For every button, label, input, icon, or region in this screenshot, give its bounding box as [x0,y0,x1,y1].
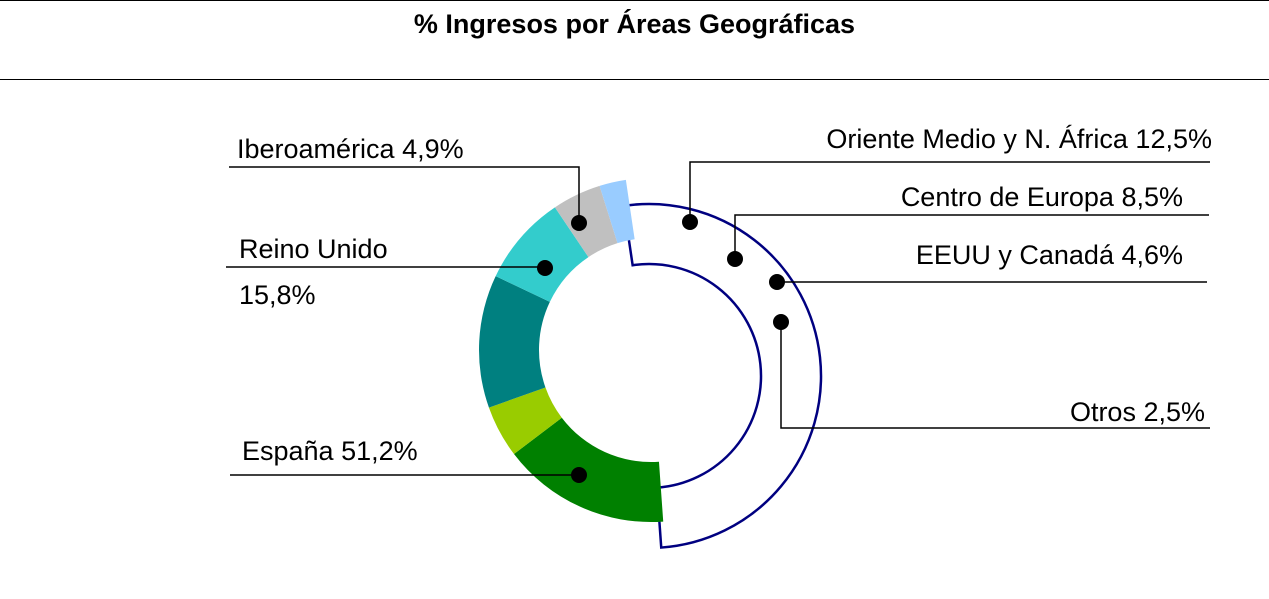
slice-label-1: Reino Unido [239,234,388,264]
slice-label-5: EEUU y Canadá 4,6% [916,240,1183,270]
slice-0 [622,202,823,549]
leader-dot-0 [571,467,587,483]
slice-3 [479,276,550,408]
title-bar: % Ingresos por Áreas Geográficas [0,0,1269,80]
leader-line-6 [780,322,1210,429]
slice-label-value-1: 15,8% [239,280,316,310]
slice-label-3: Oriente Medio y N. África 12,5% [826,124,1212,154]
slice-label-0: España 51,2% [242,436,418,466]
slice-label-6: Otros 2,5% [1070,397,1205,427]
slice-4 [495,207,589,302]
slice-1 [513,417,664,522]
slice-2 [488,387,562,454]
leader-dot-2 [571,215,587,231]
leader-line-3 [689,161,1210,222]
leader-dot-6 [773,314,789,330]
slice-label-2: Iberoamérica 4,9% [237,134,464,164]
leader-dot-1 [537,260,553,276]
leader-dot-4 [727,251,743,267]
leader-line-2 [229,166,580,223]
chart-title: % Ingresos por Áreas Geográficas [413,9,856,39]
slice-label-4: Centro de Europa 8,5% [901,182,1183,212]
leader-dot-3 [682,214,698,230]
slice-6 [599,179,635,244]
leader-dot-5 [769,274,785,290]
leader-line-4 [734,214,1209,259]
